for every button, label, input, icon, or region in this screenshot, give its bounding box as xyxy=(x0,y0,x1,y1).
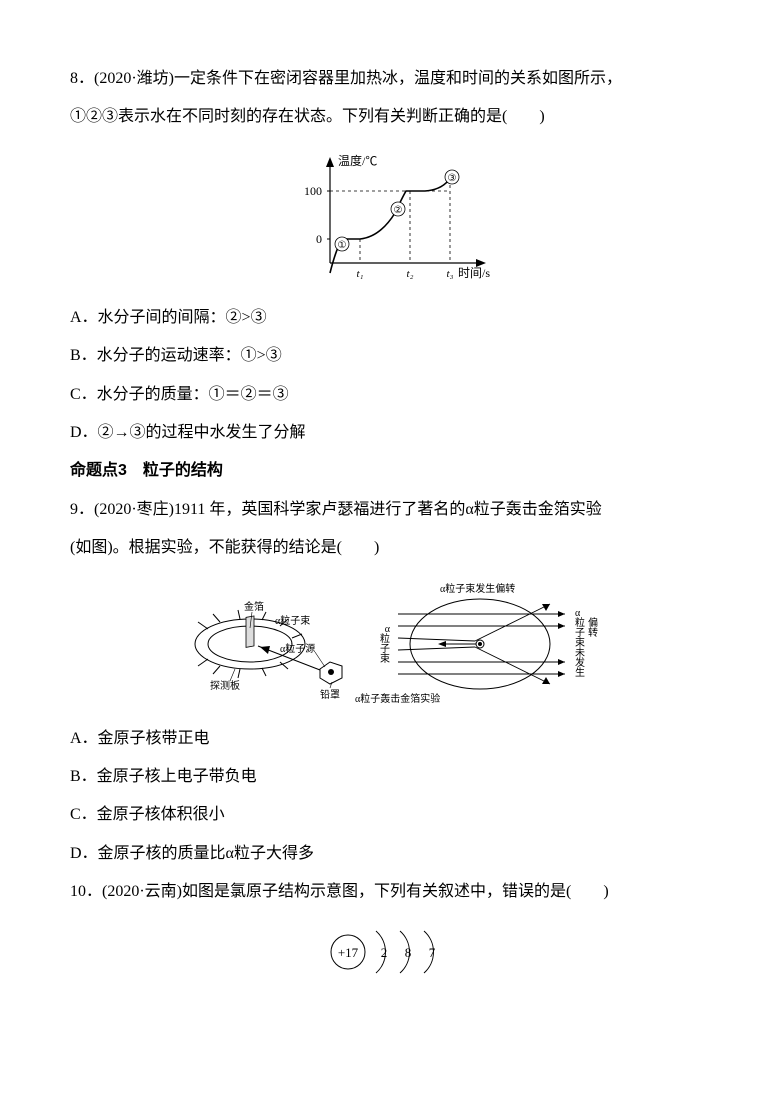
atom-shell-1: 2 xyxy=(381,945,388,960)
chart-ytick-0: 0 xyxy=(316,232,322,246)
q8-option-d: D．②→③的过程中水发生了分解 xyxy=(70,414,710,452)
q9-label-beam: α粒子束 xyxy=(275,614,310,627)
q8-stem-line1: 8．(2020·潍坊)一定条件下在密闭容器里加热冰，温度和时间的关系如图所示， xyxy=(70,60,710,98)
q10-atom-figure: +17 2 8 7 xyxy=(70,917,710,987)
chart-ylabel: 温度/℃ xyxy=(338,153,377,168)
q10-stem: 10．(2020·云南)如图是氯原子结构示意图，下列有关叙述中，错误的是( ) xyxy=(70,873,710,911)
atom-nucleus: +17 xyxy=(338,945,359,960)
chart-mark-1: ① xyxy=(338,240,347,251)
q9-option-c: C．金原子核体积很小 xyxy=(70,796,710,834)
q9-label-foil: 金箔 xyxy=(244,600,264,613)
q9-label-source: α粒子源 xyxy=(280,642,315,655)
q8-option-c: C．水分子的质量：①＝②＝③ xyxy=(70,376,710,414)
atom-shell-3: 7 xyxy=(429,945,436,960)
q9-stem-line1: 9．(2020·枣庄)1911 年，英国科学家卢瑟福进行了著名的α粒子轰击金箔实… xyxy=(70,491,710,529)
q9-label-deflect: α粒子束发生偏转 xyxy=(440,582,515,595)
section-heading-3: 命题点3 粒子的结构 xyxy=(70,452,710,490)
q9-label-title: α粒子轰击金箔实验 xyxy=(355,692,440,705)
q9-figure: 金箔 α粒子束 α粒子源 探测板 铅罩 α粒子轰击金箔实验 α 粒 子 束 α xyxy=(70,574,710,714)
chart-xtick-t2: t₂ xyxy=(407,268,414,280)
q8-stem-line2: ①②③表示水在不同时刻的存在状态。下列有关判断正确的是( ) xyxy=(70,98,710,136)
q9-option-b: B．金原子核上电子带负电 xyxy=(70,758,710,796)
q9-label-detector: 探测板 xyxy=(210,679,240,692)
chart-mark-2: ② xyxy=(394,205,403,216)
q9-right-beam-label-4: 束 xyxy=(380,653,390,665)
q9-option-d: D．金原子核的质量比α粒子大得多 xyxy=(70,835,710,873)
q8-option-b: B．水分子的运动速率：①>③ xyxy=(70,337,710,375)
q9-label-shield: 铅罩 xyxy=(320,688,340,701)
chart-mark-3: ③ xyxy=(448,173,457,184)
chart-ytick-100: 100 xyxy=(304,184,322,198)
q9-stem-line2: (如图)。根据实验，不能获得的结论是( ) xyxy=(70,529,710,567)
q9-option-a: A．金原子核带正电 xyxy=(70,720,710,758)
q8-option-a: A．水分子间的间隔：②>③ xyxy=(70,299,710,337)
atom-shell-2: 8 xyxy=(405,945,412,960)
chart-xtick-t3: t₃ xyxy=(447,268,454,280)
chart-xtick-t1: t₁ xyxy=(357,268,364,280)
chart-xlabel: 时间/s xyxy=(458,266,490,280)
q9-nd-7: 生 xyxy=(575,666,585,679)
q8-chart: 0 100 ① ② ③ t₁ t₂ t₃ 温度/℃ 时间/s xyxy=(70,143,710,293)
q9-nd-9: 转 xyxy=(588,626,598,639)
